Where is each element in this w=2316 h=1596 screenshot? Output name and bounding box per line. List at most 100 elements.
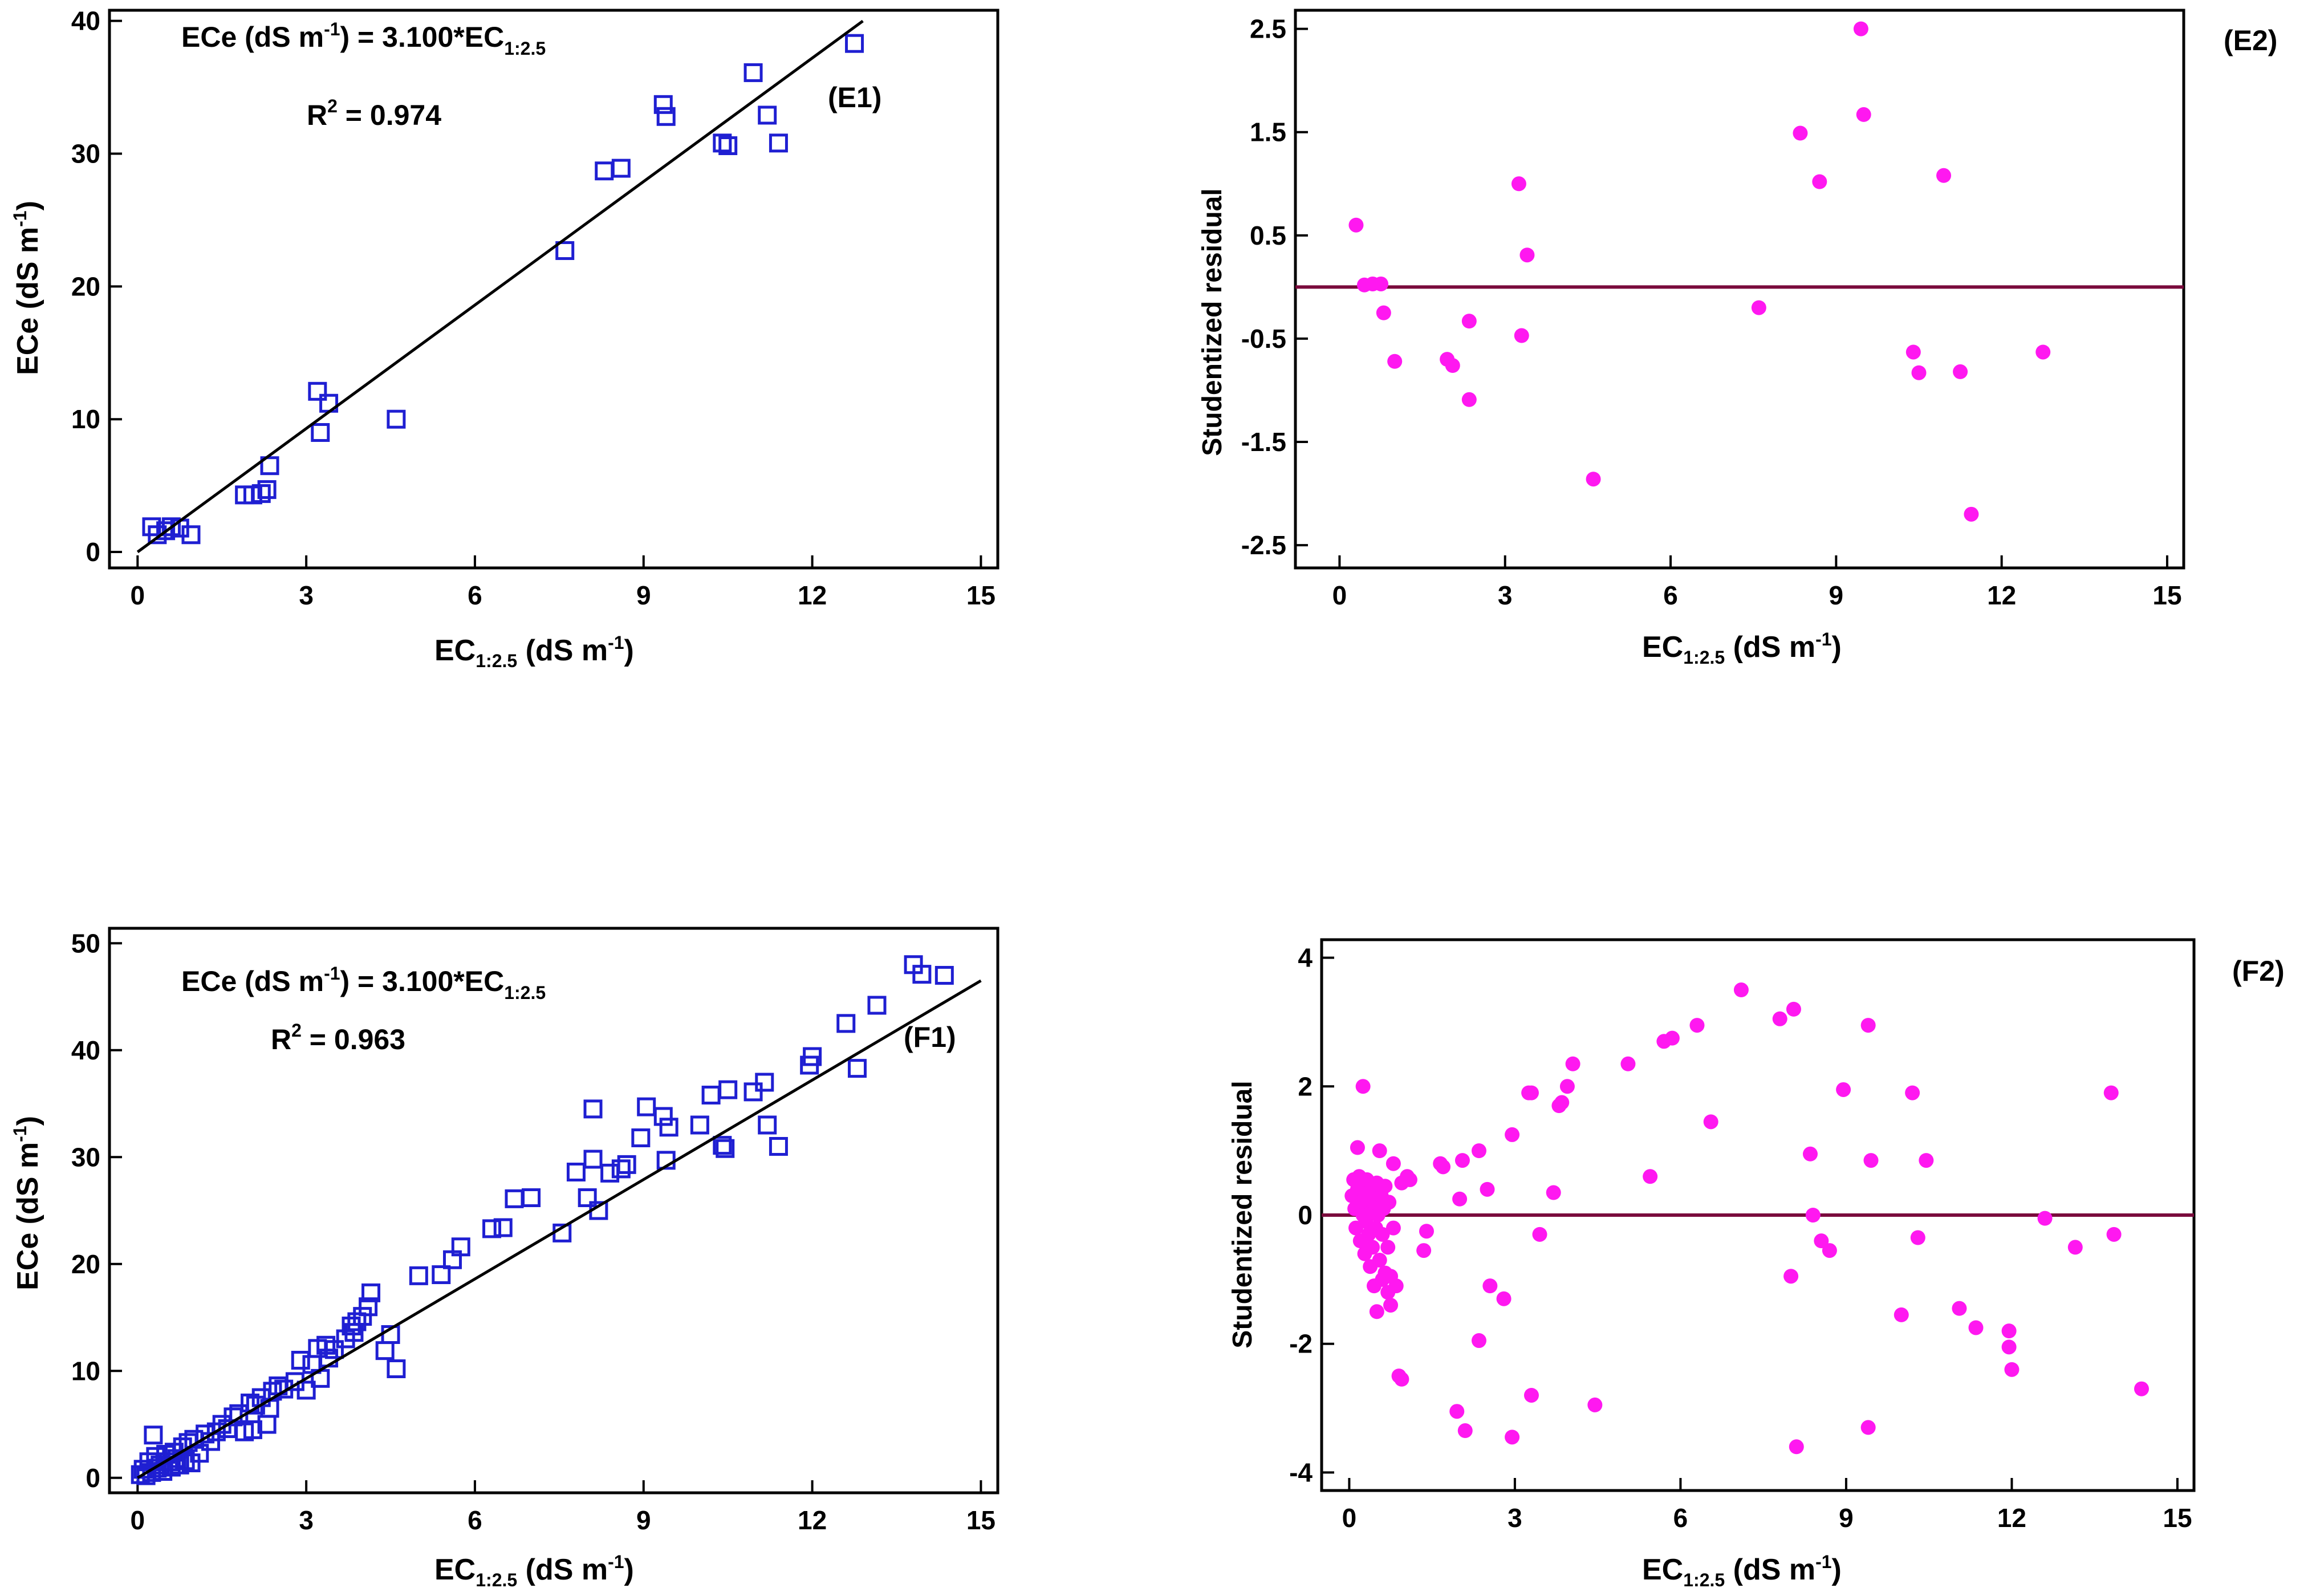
panel-f2-point xyxy=(2106,1227,2122,1242)
panel-f1-point xyxy=(353,1307,372,1326)
panel-e2-xtick-label: 3 xyxy=(1498,580,1513,610)
panel-f2-marks xyxy=(1344,982,2150,1455)
panel-f1-r2: R2 = 0.963 xyxy=(271,1020,405,1055)
panel-f2-point xyxy=(1388,1278,1404,1294)
panel-e2-label: (E2) xyxy=(2224,25,2277,56)
panel-e2-point xyxy=(1905,344,1921,360)
panel-f2-point xyxy=(1546,1185,1561,1200)
panel-f2-point xyxy=(1355,1079,1371,1094)
panel-f1-point xyxy=(505,1189,524,1208)
panel-e2-xtick-label: 0 xyxy=(1332,580,1347,610)
panel-f2-point xyxy=(1952,1301,1967,1316)
panel-f2-point xyxy=(1505,1127,1520,1142)
panel-f1-point xyxy=(743,1082,763,1102)
panel-f2-point xyxy=(1860,1018,1876,1033)
panel-f2-point xyxy=(1565,1056,1580,1071)
panel-f2-point xyxy=(1836,1082,1851,1097)
panel-f2-point xyxy=(1523,1387,1539,1403)
panel-f2-xtick-label: 6 xyxy=(1673,1503,1688,1533)
panel-e2-point xyxy=(1953,364,1968,379)
panel-f2-point xyxy=(1416,1243,1432,1258)
panel-f2-point xyxy=(1814,1233,1829,1249)
panel-f2-point xyxy=(1419,1224,1434,1239)
panel-f2-point xyxy=(1382,1195,1397,1210)
panel-f2-point xyxy=(1365,1240,1380,1255)
panel-f1-fit-line xyxy=(137,979,982,1479)
panel-e1-marks xyxy=(136,19,864,554)
panel-f2-point xyxy=(2037,1211,2053,1226)
panel-f2-ytick-label: -2 xyxy=(1289,1329,1313,1359)
panel-f2: 0 3 6 9 12 15 -4 -2 0 2 4 (F2) EC1:2.5 (dS m-1) St… xyxy=(1228,938,2285,1590)
panel-f2-xtick-label: 0 xyxy=(1342,1503,1357,1533)
panel-e1-ytick-label: 40 xyxy=(71,6,100,36)
panel-f1-point xyxy=(583,1150,603,1169)
panel-f2-point xyxy=(1383,1297,1399,1313)
panel-f2-xtick-label: 9 xyxy=(1839,1503,1854,1533)
panel-f2-point xyxy=(1375,1227,1390,1242)
panel-e1-point xyxy=(656,107,676,126)
panel-e2-xlabel: EC1:2.5 (dS m-1) xyxy=(1642,629,1842,668)
panel-f2-point xyxy=(1910,1230,1925,1245)
panel-f1-ytick-label: 20 xyxy=(71,1249,100,1279)
panel-e2-point xyxy=(1376,305,1391,320)
panel-e2-point xyxy=(1519,247,1535,263)
panel-e2-ytick-label: 2.5 xyxy=(1250,14,1286,44)
panel-f1-xtick-label: 3 xyxy=(299,1505,314,1535)
panel-f2-point xyxy=(1559,1079,1575,1094)
panel-e1-point xyxy=(555,241,575,260)
panel-f1-point xyxy=(324,1340,344,1359)
panel-f1-point xyxy=(617,1155,636,1174)
panel-e1-fit-line xyxy=(136,19,864,554)
panel-f1-xtick-label: 15 xyxy=(966,1505,996,1535)
panel-e1-point xyxy=(308,381,327,401)
panel-f2-xtick-label: 12 xyxy=(1997,1503,2026,1533)
panel-f1-point xyxy=(361,1283,381,1302)
panel-e2-point xyxy=(1514,328,1529,343)
panel-f1-point xyxy=(342,1317,361,1335)
panel-e2-point xyxy=(1936,168,1952,183)
panel-f1-point xyxy=(611,1159,631,1179)
panel-e1-xtick-label: 15 xyxy=(966,580,996,610)
panel-f1-point xyxy=(637,1097,656,1116)
panel-f2-ticks: 0 3 6 9 12 15 -4 -2 0 2 4 xyxy=(1289,943,2192,1533)
panel-e2-point xyxy=(1911,365,1927,380)
panel-f2-point xyxy=(1968,1320,1984,1335)
panel-e1-ytick-label: 10 xyxy=(71,404,100,434)
panel-e2-xtick-label: 9 xyxy=(1829,580,1844,610)
panel-f2-point xyxy=(1457,1423,1473,1439)
panel-f2-label: (F2) xyxy=(2232,955,2285,987)
panel-f1-frame xyxy=(108,927,999,1495)
panel-f1-point xyxy=(243,1420,262,1439)
panel-f2-point xyxy=(1860,1420,1876,1435)
panel-f1-point xyxy=(578,1188,597,1207)
panel-e1-xtick-label: 6 xyxy=(468,580,482,610)
panel-f2-ytick-label: 0 xyxy=(1298,1200,1313,1230)
panel-f1-point xyxy=(847,1059,867,1078)
panel-e2-point xyxy=(1348,217,1364,233)
panel-f2-point xyxy=(1471,1143,1486,1159)
panel-e1-r2: R2 = 0.974 xyxy=(307,96,441,131)
panel-e1-xtick-label: 3 xyxy=(299,580,314,610)
panel-f2-point xyxy=(1436,1159,1451,1175)
panel-e1-point xyxy=(387,409,406,429)
panel-f2-point xyxy=(1449,1404,1465,1419)
panel-e1-xtick-label: 9 xyxy=(636,580,651,610)
panel-e1-point xyxy=(845,34,864,53)
panel-f1-ticks: 0 3 6 9 12 15 0 10 20 30 40 50 xyxy=(71,928,996,1535)
panel-e1-point xyxy=(251,484,271,503)
panel-f1-ytick-label: 10 xyxy=(71,1356,100,1386)
panel-e2-ylabel: Studentized residual xyxy=(1197,188,1228,456)
panel-f2-point xyxy=(1471,1333,1486,1349)
panel-e1-label: (E1) xyxy=(828,82,881,113)
panel-e1-ytick-label: 0 xyxy=(86,537,100,567)
panel-e1-ytick-label: 20 xyxy=(71,271,100,301)
panel-f2-point xyxy=(2067,1240,2083,1255)
panel-f2-point xyxy=(1350,1140,1365,1155)
panel-f1-point xyxy=(296,1380,316,1400)
panel-f1-xlabel: EC1:2.5 (dS m-1) xyxy=(434,1552,634,1590)
panel-f2-point xyxy=(1523,1085,1539,1100)
panel-f1-point xyxy=(375,1341,395,1361)
panel-f2-xtick-label: 15 xyxy=(2163,1503,2192,1533)
panel-f2-ytick-label: 2 xyxy=(1298,1071,1313,1101)
panel-f1-point xyxy=(600,1163,620,1183)
